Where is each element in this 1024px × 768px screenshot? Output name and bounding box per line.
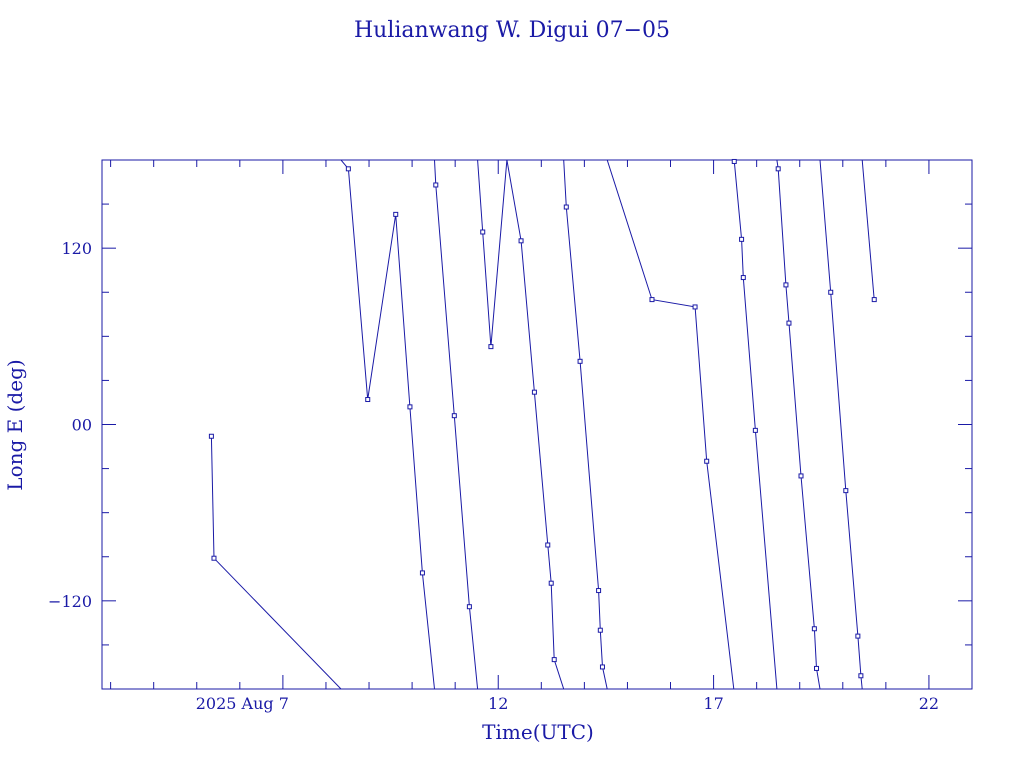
data-point-marker	[365, 397, 371, 403]
data-point-marker	[871, 297, 877, 303]
data-point-marker	[811, 626, 817, 632]
data-point-marker	[649, 297, 655, 303]
data-point-marker	[531, 389, 537, 395]
series-line	[776, 160, 821, 689]
y-tick-label: −120	[48, 592, 92, 611]
data-point-marker	[407, 404, 413, 410]
data-point-marker	[466, 604, 472, 610]
data-point-marker	[828, 289, 834, 295]
data-point-marker	[433, 182, 439, 188]
data-point-marker	[858, 673, 864, 679]
series-line	[861, 160, 875, 300]
series-line	[819, 160, 863, 689]
data-point-marker	[419, 570, 425, 576]
data-point-marker	[843, 488, 849, 494]
data-point-marker	[488, 344, 494, 350]
y-tick-label: 00	[72, 416, 92, 435]
data-point-marker	[775, 166, 781, 172]
x-tick-label: 17	[703, 694, 723, 713]
series-line	[434, 160, 479, 689]
series-line	[340, 160, 435, 689]
data-point-marker	[739, 236, 745, 242]
data-point-marker	[740, 275, 746, 281]
data-point-marker	[345, 166, 351, 172]
series-line	[477, 160, 508, 347]
data-point-marker	[731, 158, 737, 164]
plot-area: 2025 Aug 7 12 17 22 120 00 −120	[48, 158, 973, 713]
data-point-marker	[783, 282, 789, 288]
data-point-marker	[597, 627, 603, 633]
data-point-marker	[518, 238, 524, 244]
x-axis-label: Time(UTC)	[482, 720, 594, 744]
x-tick-label: 2025 Aug 7	[196, 694, 289, 713]
data-point-marker	[596, 588, 602, 594]
data-point-marker	[577, 358, 583, 364]
data-point-marker	[451, 413, 457, 419]
data-point-marker	[393, 211, 399, 217]
series-line	[210, 436, 342, 689]
data-point-marker	[211, 555, 217, 561]
x-tick-label: 12	[488, 694, 508, 713]
x-tick-label: 22	[919, 694, 939, 713]
data-point-marker	[545, 542, 551, 548]
data-point-marker	[548, 580, 554, 586]
data-point-marker	[480, 229, 486, 235]
data-point-marker	[599, 664, 605, 670]
series-line	[606, 160, 735, 689]
data-point-marker	[563, 204, 569, 210]
data-point-marker	[704, 458, 710, 464]
series-line	[506, 160, 565, 689]
chart-title: Hulianwang W. Digui 07−05	[354, 18, 670, 43]
data-point-marker	[855, 633, 861, 639]
series-line	[563, 160, 608, 689]
data-point-marker	[551, 657, 557, 663]
data-point-marker	[798, 473, 804, 479]
y-axis-label: Long E (deg)	[3, 359, 27, 490]
data-point-marker	[752, 427, 758, 433]
data-point-marker	[814, 665, 820, 671]
data-point-marker	[692, 304, 698, 310]
y-tick-label: 120	[61, 239, 92, 258]
data-point-marker	[208, 433, 214, 439]
data-point-marker	[786, 320, 792, 326]
